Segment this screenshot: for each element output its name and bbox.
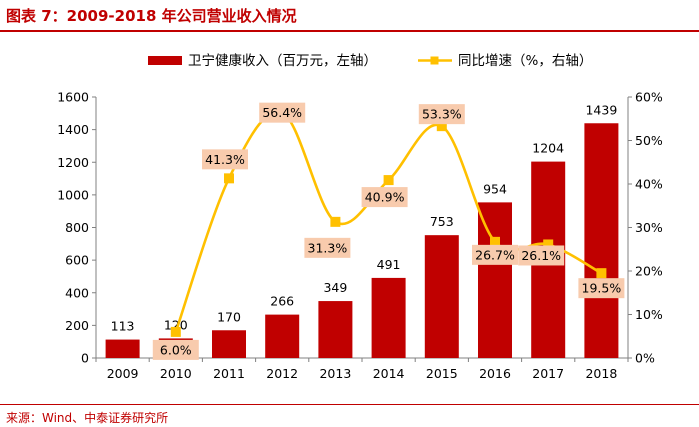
growth-label-box [152,339,199,360]
legend: 卫宁健康收入（百万元，左轴） 同比增速（%，右轴） [148,52,592,69]
left-tick-label: 400 [65,285,89,300]
bar-series [105,123,619,358]
growth-point-marker [596,268,607,279]
bar [105,339,140,358]
growth-value-label: 6.0% [160,342,192,357]
bar-value-label: 349 [323,280,347,295]
bar-value-label: 1204 [532,141,564,156]
right-tick-label: 60% [635,90,663,105]
growth-value-label: 40.9% [365,190,405,205]
left-tick-label: 0 [81,351,89,366]
right-tick-label: 40% [635,177,663,192]
x-tick-label: 2011 [213,366,245,381]
growth-value-label: 26.1% [521,248,561,263]
left-tick-label: 600 [65,253,89,268]
bar [371,277,406,358]
x-tick-label: 2010 [160,366,192,381]
x-tick-label: 2018 [585,366,617,381]
line-data-labels: 6.0% 41.3% 56.4% 31.3% 40.9% 53.3% 26.7% 26.1% 1… [152,102,625,360]
bar-value-label: 1439 [585,102,617,117]
growth-label-box [259,102,306,123]
left-tick-label: 800 [65,220,89,235]
x-tick-label: 2009 [107,366,139,381]
right-tick-label: 10% [635,307,663,322]
bar [265,314,300,358]
growth-point-marker [170,326,181,337]
source-note: 来源：Wind、中泰证券研究所 [6,411,169,425]
left-tick-label: 1200 [57,155,89,170]
growth-label-box [361,187,408,208]
bar [424,235,459,358]
bar-value-label: 266 [270,294,294,309]
right-tick-label: 30% [635,220,663,235]
x-tick-label: 2017 [532,366,564,381]
growth-point-marker [490,236,500,247]
growth-value-label: 53.3% [422,107,462,122]
growth-label-box [418,104,465,125]
bar [478,202,512,358]
left-tick-label: 1400 [57,122,89,137]
source-divider [0,404,699,405]
right-tick-label: 50% [635,133,663,148]
legend-line-label: 同比增速（%，右轴） [458,53,592,69]
left-tick-label: 200 [65,318,89,333]
growth-value-label: 41.3% [205,152,245,167]
growth-point-marker [436,121,447,132]
legend-bar-label: 卫宁健康收入（百万元，左轴） [188,52,377,69]
bar-data-labels: 113 120 170 266 349 491 753 954 1204 1439 [111,102,618,333]
growth-point-marker [330,216,341,227]
growth-point-marker [543,239,554,250]
bar [318,301,353,358]
bar-value-label: 954 [483,181,507,196]
growth-value-label: 31.3% [308,240,348,255]
growth-value-label: 56.4% [262,105,302,120]
bar-value-label: 753 [430,214,454,229]
growth-point-marker [224,173,234,184]
right-tick-label: 0% [635,351,655,366]
x-tick-label: 2016 [479,366,511,381]
axes: 0 200 400 600 800 1000 1200 1400 1600 0% 10% 20% 30%… [57,90,663,382]
bar-value-label: 113 [111,319,135,334]
growth-value-label: 26.7% [475,247,515,262]
chart-title: 图表 7：2009-2018 年公司营业收入情况 [6,7,297,25]
growth-label-box [304,237,351,258]
growth-label-box [578,278,625,299]
x-tick-label: 2014 [373,366,405,381]
legend-line-marker [430,56,439,65]
growth-point-marker [383,175,394,186]
growth-label-box [518,245,565,266]
left-tick-label: 1000 [57,187,89,202]
title-divider [0,30,699,32]
growth-label-box [472,244,518,265]
growth-label-box [202,149,248,170]
right-tick-label: 20% [635,264,663,279]
bar [584,123,619,358]
x-tick-label: 2012 [266,366,298,381]
x-tick-label: 2013 [319,366,351,381]
left-tick-label: 1600 [57,90,89,105]
bar-value-label: 120 [164,317,188,332]
legend-bar-swatch [148,56,182,65]
growth-value-label: 19.5% [582,281,622,296]
x-tick-label: 2015 [426,366,458,381]
bar-value-label: 491 [377,257,401,272]
bar-value-label: 170 [217,309,241,324]
bar [212,330,246,358]
